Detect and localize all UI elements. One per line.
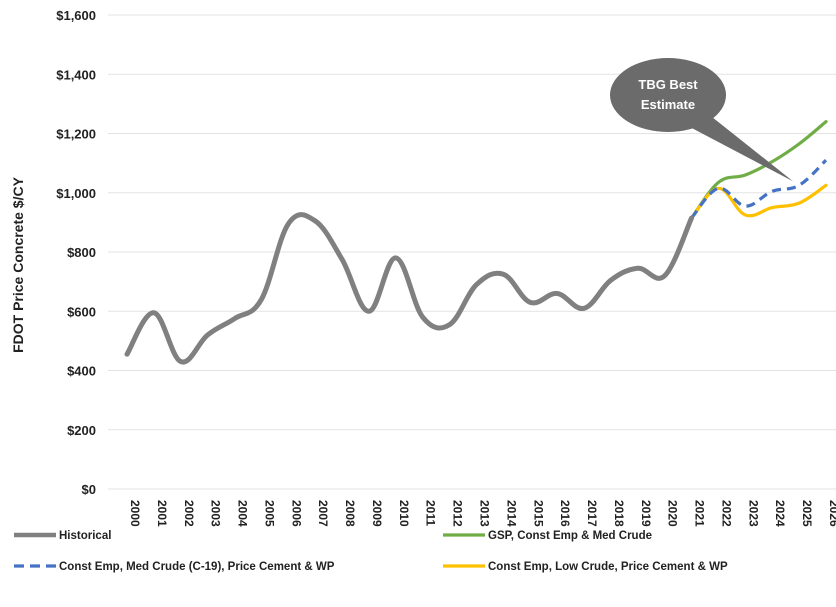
legend-label: GSP, Const Emp & Med Crude — [488, 530, 652, 542]
x-tick-label: 2022 — [719, 500, 733, 527]
x-tick-label: 2011 — [424, 500, 438, 526]
x-tick-label: 2019 — [639, 500, 653, 527]
x-tick-label: 2005 — [262, 500, 276, 527]
x-tick-label: 2009 — [370, 500, 384, 527]
y-axis-ticks: $0 $200 $400 $600 $800 $1,000 $1,200 $1,400 $1,6… — [56, 8, 96, 497]
x-tick-label: 2023 — [746, 500, 760, 527]
x-tick-label: 2003 — [209, 500, 223, 527]
y-tick-label: $200 — [67, 423, 96, 438]
callout-bubble — [610, 58, 726, 132]
series-line-const-emp-med-crude-c-19-price-cement-wp — [690, 158, 828, 220]
x-tick-label: 2006 — [289, 500, 303, 527]
callout-text-line: Estimate — [641, 97, 695, 112]
x-tick-label: 2017 — [585, 500, 599, 527]
legend-label: Historical — [59, 530, 111, 542]
callout-text-line: TBG Best — [638, 77, 698, 92]
series-line-gsp-const-emp-med-crude — [689, 120, 828, 220]
x-tick-label: 2007 — [316, 500, 330, 527]
y-tick-label: $1,000 — [56, 186, 96, 201]
gridlines — [108, 14, 836, 490]
y-tick-label: $800 — [67, 245, 96, 260]
x-tick-label: 2012 — [451, 500, 465, 527]
x-tick-label: 2025 — [800, 500, 814, 527]
x-tick-label: 2001 — [155, 500, 169, 527]
x-tick-label: 2024 — [773, 500, 787, 527]
x-axis-ticks: 2000 2001 2002 2003 2004 2005 2006 2007 2008 2009… — [128, 500, 836, 527]
y-tick-label: $0 — [82, 482, 96, 497]
x-tick-label: 2004 — [236, 500, 250, 527]
legend: Historical GSP, Const Emp & Med Crude Cons… — [14, 530, 728, 573]
y-tick-label: $1,600 — [56, 8, 96, 23]
series-lines — [124, 120, 828, 365]
y-tick-label: $400 — [67, 364, 96, 379]
x-tick-label: 2013 — [478, 500, 492, 527]
x-tick-label: 2021 — [693, 500, 707, 527]
annotation-callout: TBG Best Estimate — [610, 58, 794, 182]
x-tick-label: 2008 — [343, 500, 357, 527]
y-tick-label: $600 — [67, 304, 96, 319]
legend-label: Const Emp, Low Crude, Price Cement & WP — [488, 561, 728, 573]
x-tick-label: 2018 — [612, 500, 626, 527]
x-tick-label: 2015 — [531, 500, 545, 527]
x-tick-label: 2000 — [128, 500, 142, 527]
x-tick-label: 2016 — [558, 500, 572, 527]
x-tick-label: 2026 — [827, 500, 836, 527]
series-line-historical — [124, 212, 695, 365]
legend-label: Const Emp, Med Crude (C-19), Price Cemen… — [59, 561, 335, 573]
x-tick-label: 2014 — [504, 500, 518, 527]
y-tick-label: $1,400 — [56, 67, 96, 82]
x-tick-label: 2010 — [397, 500, 411, 527]
y-axis-label: FDOT Price Concrete $/CY — [10, 176, 26, 352]
x-tick-label: 2002 — [182, 500, 196, 527]
y-tick-label: $1,200 — [56, 127, 96, 142]
x-tick-label: 2020 — [666, 500, 680, 527]
callout-pointer — [686, 117, 794, 182]
